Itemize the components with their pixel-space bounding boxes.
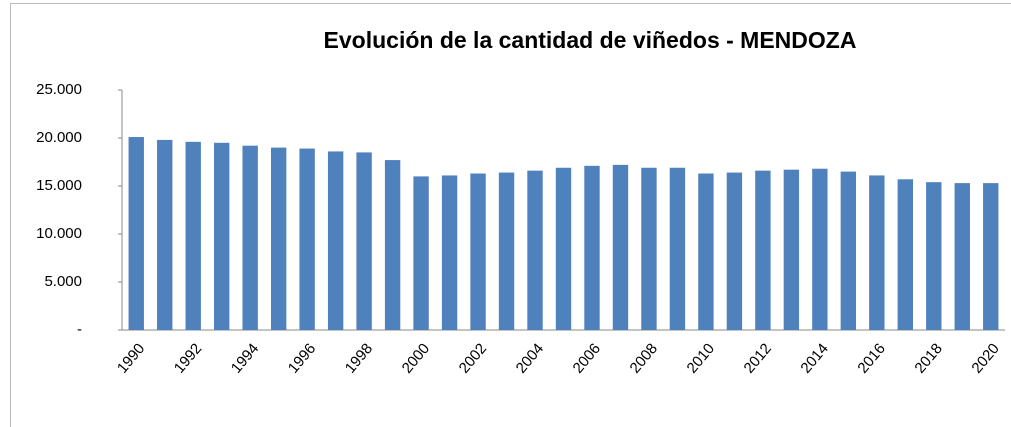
bar bbox=[755, 170, 771, 330]
bar bbox=[812, 168, 828, 330]
y-tick-label: - bbox=[77, 321, 82, 338]
bar bbox=[641, 167, 657, 330]
bar bbox=[157, 139, 173, 330]
y-tick-label: 15.000 bbox=[36, 177, 82, 194]
bar bbox=[242, 145, 258, 330]
bar bbox=[983, 183, 999, 330]
bar bbox=[527, 170, 543, 330]
bar bbox=[498, 172, 515, 330]
bar bbox=[698, 173, 714, 330]
bar bbox=[897, 179, 913, 330]
bar bbox=[214, 142, 230, 330]
y-tick-label: 25.000 bbox=[36, 81, 82, 98]
y-tick-label: 10.000 bbox=[36, 225, 82, 242]
bar bbox=[726, 172, 743, 330]
bar bbox=[840, 171, 857, 330]
bar bbox=[185, 141, 201, 330]
y-tick-label: 20.000 bbox=[36, 129, 82, 146]
bar bbox=[926, 182, 942, 330]
bar bbox=[413, 176, 429, 330]
bar bbox=[356, 152, 372, 330]
bar bbox=[555, 167, 572, 330]
bar bbox=[584, 165, 600, 330]
bar bbox=[954, 183, 970, 330]
bar bbox=[299, 148, 315, 330]
y-tick-label: 5.000 bbox=[44, 273, 82, 290]
bar bbox=[669, 167, 686, 330]
bar bbox=[384, 160, 401, 330]
bar bbox=[327, 151, 344, 330]
chart-title: Evolución de la cantidad de viñedos - ME… bbox=[324, 27, 857, 53]
bar bbox=[270, 147, 287, 330]
bar bbox=[470, 173, 486, 330]
bar bbox=[441, 175, 458, 330]
bar bbox=[869, 175, 885, 330]
bar bbox=[128, 137, 144, 330]
bar bbox=[783, 169, 800, 330]
bar bbox=[612, 164, 629, 330]
